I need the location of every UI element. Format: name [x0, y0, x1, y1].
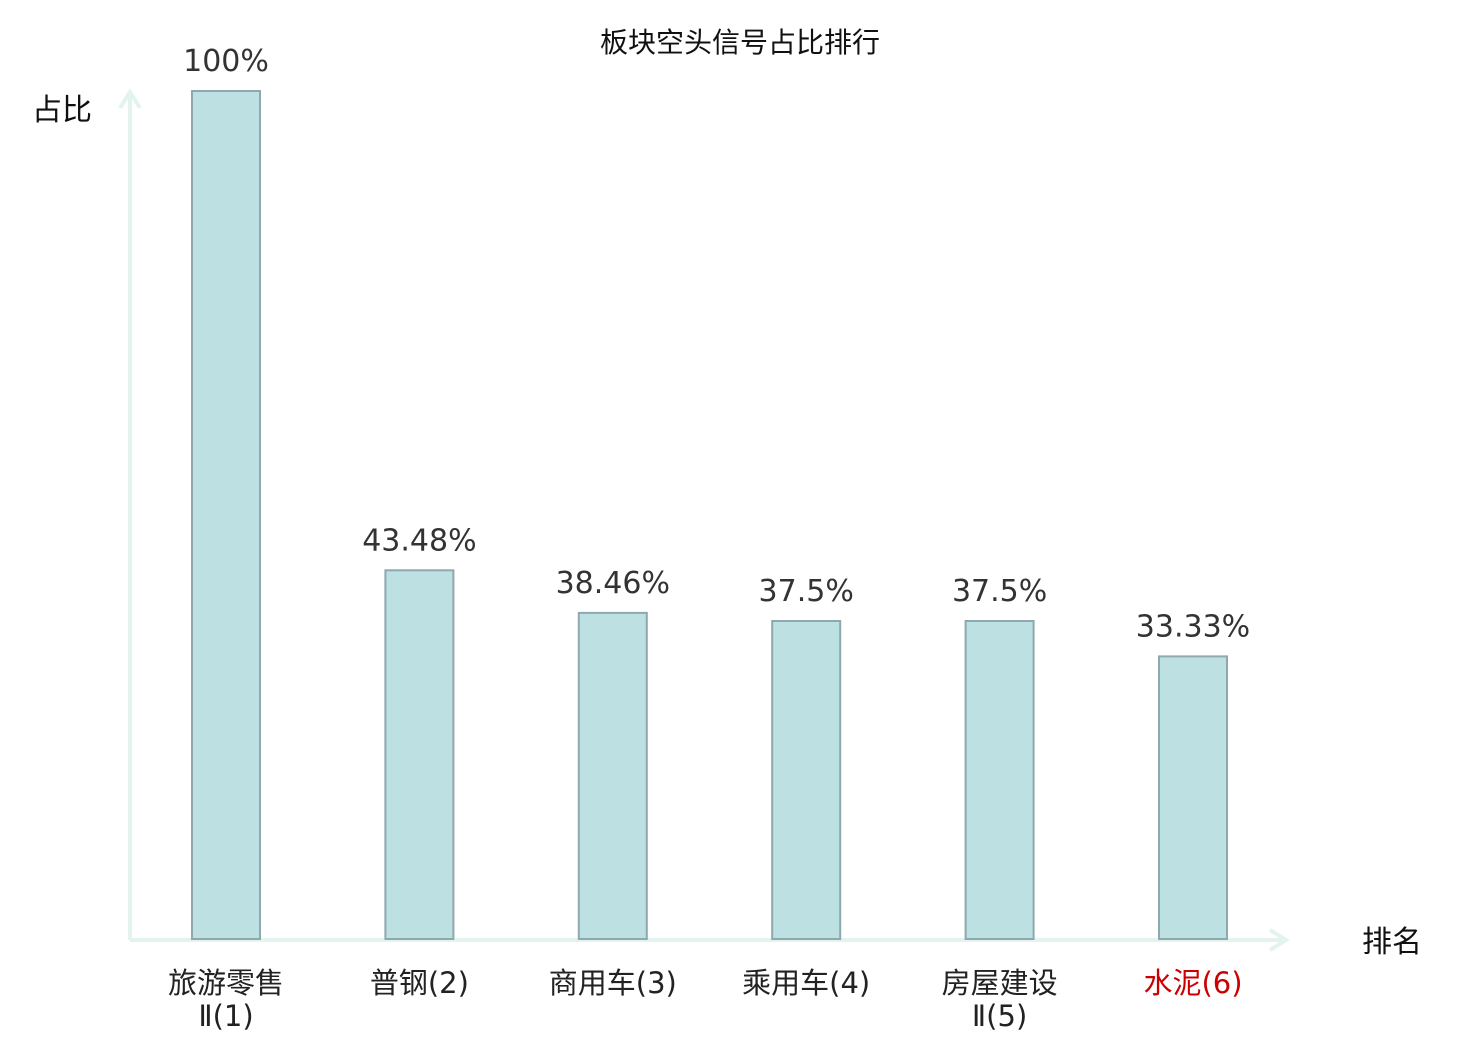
value-label-6: 33.33% — [1136, 609, 1250, 644]
value-label-3: 38.46% — [556, 566, 670, 601]
bars-group — [191, 90, 1228, 941]
value-labels-group: 100% 43.48% 38.46% 37.5% 37.5% 33.33% — [183, 44, 1250, 644]
value-label-1: 100% — [183, 44, 269, 79]
category-label-1-line-1: 旅游零售 — [168, 966, 284, 1000]
category-label-5-line-2: Ⅱ(5) — [972, 999, 1027, 1033]
value-label-4: 37.5% — [759, 574, 854, 609]
category-label-2: 普钢(2) — [370, 966, 469, 1000]
bar-2 — [384, 569, 455, 940]
y-axis — [118, 88, 142, 940]
value-label-5: 37.5% — [952, 574, 1047, 609]
x-axis-label: 排名 — [1362, 925, 1422, 960]
category-label-5-line-1: 房屋建设 — [942, 966, 1058, 1000]
x-axis — [130, 928, 1290, 952]
bar-3 — [577, 611, 648, 941]
y-axis-label: 占比 — [32, 93, 92, 128]
bar-1 — [191, 90, 261, 940]
category-label-6: 水泥(6) — [1143, 966, 1242, 1000]
value-label-2: 43.48% — [362, 523, 476, 558]
category-label-3: 商用车(3) — [549, 966, 677, 1000]
category-label-1-line-2: Ⅱ(1) — [198, 999, 253, 1033]
bar-5 — [964, 620, 1035, 940]
bar-6 — [1158, 655, 1228, 941]
bar-4 — [771, 620, 842, 940]
chart-title: 板块空头信号占比排行 — [600, 26, 880, 59]
category-label-4: 乘用车(4) — [742, 966, 870, 1000]
